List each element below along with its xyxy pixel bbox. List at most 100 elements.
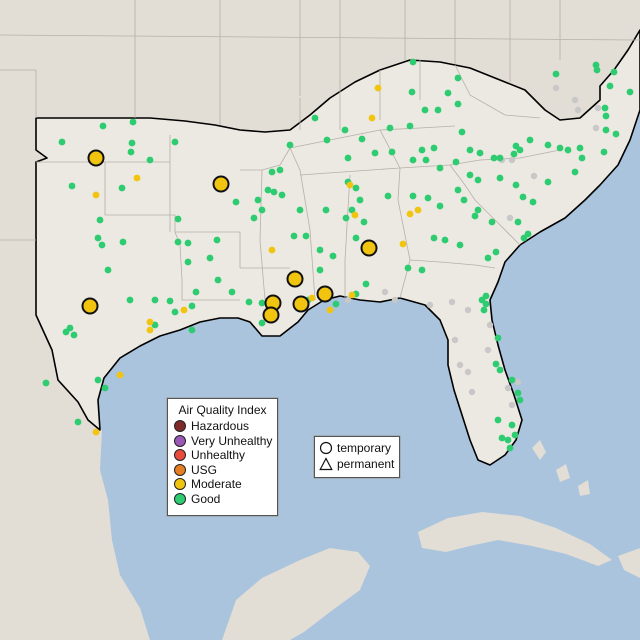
good-site-marker[interactable]: [174, 215, 182, 223]
good-site-marker[interactable]: [424, 194, 432, 202]
inactive-site-marker[interactable]: [381, 288, 389, 296]
good-site-marker[interactable]: [454, 186, 462, 194]
moderate-site-marker[interactable]: [268, 246, 276, 254]
moderate-site-marker[interactable]: [374, 84, 382, 92]
moderate-site-marker[interactable]: [116, 371, 124, 379]
good-site-marker[interactable]: [316, 246, 324, 254]
good-site-marker[interactable]: [126, 296, 134, 304]
good-site-marker[interactable]: [98, 241, 106, 249]
good-site-marker[interactable]: [526, 136, 534, 144]
moderate-site-marker[interactable]: [368, 114, 376, 122]
moderate-site-marker[interactable]: [92, 428, 100, 436]
good-site-marker[interactable]: [213, 236, 221, 244]
good-site-marker[interactable]: [490, 154, 498, 162]
good-site-marker[interactable]: [512, 181, 520, 189]
good-site-marker[interactable]: [492, 360, 500, 368]
inactive-site-marker[interactable]: [504, 384, 512, 392]
moderate-site-marker[interactable]: [406, 210, 414, 218]
good-site-marker[interactable]: [466, 171, 474, 179]
good-site-marker[interactable]: [128, 139, 136, 147]
good-site-marker[interactable]: [524, 230, 532, 238]
good-site-marker[interactable]: [556, 144, 564, 152]
good-site-marker[interactable]: [276, 166, 284, 174]
inactive-site-marker[interactable]: [468, 388, 476, 396]
good-site-marker[interactable]: [514, 218, 522, 226]
good-site-marker[interactable]: [352, 184, 360, 192]
good-site-marker[interactable]: [408, 88, 416, 96]
good-site-marker[interactable]: [250, 214, 258, 222]
good-site-marker[interactable]: [258, 319, 266, 327]
good-site-marker[interactable]: [602, 112, 610, 120]
good-site-marker[interactable]: [329, 252, 337, 260]
good-site-marker[interactable]: [529, 198, 537, 206]
good-site-marker[interactable]: [460, 196, 468, 204]
good-site-marker[interactable]: [323, 136, 331, 144]
good-site-marker[interactable]: [316, 266, 324, 274]
good-site-marker[interactable]: [270, 188, 278, 196]
good-site-marker[interactable]: [278, 191, 286, 199]
good-site-marker[interactable]: [171, 138, 179, 146]
good-site-marker[interactable]: [184, 258, 192, 266]
moderate-site-marker[interactable]: [351, 211, 359, 219]
good-site-marker[interactable]: [458, 128, 466, 136]
good-site-marker[interactable]: [341, 126, 349, 134]
inactive-site-marker[interactable]: [530, 172, 538, 180]
inactive-site-marker[interactable]: [456, 361, 464, 369]
good-site-marker[interactable]: [146, 156, 154, 164]
moderate-site-marker[interactable]: [346, 181, 354, 189]
good-site-marker[interactable]: [264, 186, 272, 194]
inactive-site-marker[interactable]: [426, 301, 434, 309]
good-site-marker[interactable]: [456, 241, 464, 249]
good-site-marker[interactable]: [206, 254, 214, 262]
good-site-marker[interactable]: [494, 334, 502, 342]
good-site-marker[interactable]: [404, 264, 412, 272]
good-site-marker[interactable]: [96, 216, 104, 224]
good-site-marker[interactable]: [508, 421, 516, 429]
good-site-marker[interactable]: [214, 276, 222, 284]
good-site-marker[interactable]: [454, 100, 462, 108]
moderate-site-marker[interactable]: [146, 326, 154, 334]
good-site-marker[interactable]: [516, 396, 524, 404]
good-site-marker[interactable]: [508, 376, 516, 384]
good-site-marker[interactable]: [488, 218, 496, 226]
good-site-marker[interactable]: [430, 234, 438, 242]
good-site-marker[interactable]: [602, 126, 610, 134]
inactive-site-marker[interactable]: [448, 298, 456, 306]
moderate-site-marker[interactable]: [399, 240, 407, 248]
good-site-marker[interactable]: [626, 88, 634, 96]
good-site-marker[interactable]: [127, 148, 135, 156]
good-site-marker[interactable]: [600, 148, 608, 156]
good-site-marker[interactable]: [386, 124, 394, 132]
good-site-marker[interactable]: [601, 104, 609, 112]
good-site-marker[interactable]: [101, 384, 109, 392]
moderate-temporary-site-marker[interactable]: [262, 306, 280, 324]
good-site-marker[interactable]: [62, 328, 70, 336]
good-site-marker[interactable]: [151, 321, 159, 329]
good-site-marker[interactable]: [174, 238, 182, 246]
moderate-site-marker[interactable]: [348, 291, 356, 299]
good-site-marker[interactable]: [94, 234, 102, 242]
good-site-marker[interactable]: [492, 248, 500, 256]
good-site-marker[interactable]: [441, 236, 449, 244]
inactive-site-marker[interactable]: [592, 124, 600, 132]
good-site-marker[interactable]: [188, 326, 196, 334]
good-site-marker[interactable]: [576, 144, 584, 152]
good-site-marker[interactable]: [409, 156, 417, 164]
good-site-marker[interactable]: [356, 196, 364, 204]
good-site-marker[interactable]: [245, 298, 253, 306]
moderate-temporary-site-marker[interactable]: [212, 175, 230, 193]
inactive-site-marker[interactable]: [484, 346, 492, 354]
good-site-marker[interactable]: [332, 300, 340, 308]
moderate-temporary-site-marker[interactable]: [316, 285, 334, 303]
good-site-marker[interactable]: [454, 74, 462, 82]
inactive-site-marker[interactable]: [552, 84, 560, 92]
good-site-marker[interactable]: [342, 214, 350, 222]
inactive-site-marker[interactable]: [594, 104, 602, 112]
good-site-marker[interactable]: [444, 89, 452, 97]
good-site-marker[interactable]: [498, 434, 506, 442]
good-site-marker[interactable]: [466, 146, 474, 154]
inactive-site-marker[interactable]: [464, 306, 472, 314]
good-site-marker[interactable]: [188, 302, 196, 310]
good-site-marker[interactable]: [506, 444, 514, 452]
